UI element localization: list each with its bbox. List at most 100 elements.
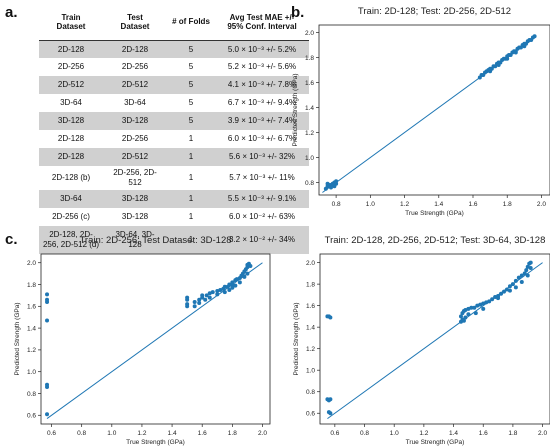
header-folds: # of Folds	[167, 4, 215, 41]
table-cell-folds: 5	[188, 61, 194, 71]
chart-title: Train: 2D-128; Test: 2D-256, 2D-512	[358, 6, 511, 17]
table-cell-folds: 1	[188, 211, 194, 221]
table-cell-folds: 5	[167, 40, 215, 58]
table-cell-folds: 1	[167, 189, 215, 208]
table-cell-train: 2D-128	[39, 40, 103, 58]
x-tick-label: 2.0	[537, 201, 546, 208]
table-cell-test: 3D-128	[121, 211, 149, 221]
data-point	[222, 290, 227, 295]
x-tick-label: 1.4	[168, 430, 177, 437]
y-tick-label: 0.8	[306, 389, 315, 396]
data-point	[490, 297, 495, 302]
plot-frame	[318, 24, 550, 196]
chart-title: Train: 2D-128, 2D-256, 2D-512; Test: 3D-…	[325, 235, 546, 246]
x-tick-label: 1.6	[479, 430, 488, 437]
y-tick-label: 1.8	[305, 55, 314, 62]
table-row: 3D-64 3D-64 5 6.7 × 10⁻³ +/- 9.4%	[39, 94, 309, 112]
data-point	[328, 315, 333, 320]
data-point	[248, 263, 253, 268]
table-cell-mae: 6.0 × 10⁻³ +/- 6.7%	[227, 133, 297, 143]
x-tick-label: 2.0	[258, 430, 267, 437]
table-cell-mae: 5.5 × 10⁻³ +/- 9.1%	[215, 189, 309, 208]
header-test-dataset: Test Dataset	[103, 4, 167, 41]
data-point	[215, 289, 220, 294]
plot-frame	[319, 253, 550, 425]
y-tick-label: 1.8	[27, 282, 36, 289]
table-row: 2D-256 (c) 3D-128 1 6.0 × 10⁻² +/- 63%	[39, 208, 309, 226]
data-point	[505, 56, 510, 61]
x-axis-label: True Strength (GPa)	[126, 439, 185, 446]
data-point	[510, 282, 515, 287]
table-row: 2D-128, 2D- 256, 2D-512 (d) 3D-64, 3D- 128 1…	[39, 225, 309, 254]
table-row: 2D-256 2D-256 5 5.2 × 10⁻³ +/- 5.6%	[39, 58, 309, 76]
header-mae: Avg Test MAE +/- 95% Conf. Interval	[215, 4, 309, 41]
data-point	[507, 284, 512, 289]
table-header-row: Train Dataset Test Dataset # of Folds Avg …	[39, 4, 309, 41]
data-point	[237, 280, 242, 285]
table-cell-folds: 1	[188, 133, 194, 143]
table-cell-mae: 5.7 × 10⁻³ +/- 11%	[229, 172, 295, 182]
data-point	[197, 297, 202, 302]
table-cell-mae: 5.2 × 10⁻³ +/- 5.6%	[227, 61, 297, 71]
table-row: 2D-128 2D-128 5 5.0 × 10⁻³ +/- 5.2%	[39, 40, 309, 58]
x-tick-label: 1.2	[419, 430, 428, 437]
x-tick-label: 0.6	[47, 430, 56, 437]
data-point	[528, 265, 533, 270]
data-point	[227, 287, 232, 292]
data-point	[242, 274, 247, 279]
data-point	[332, 184, 337, 189]
data-point	[519, 279, 524, 284]
x-tick-label: 1.4	[434, 201, 443, 208]
y-axis-label: Predicted Strength (GPa)	[14, 303, 21, 376]
table-cell-mae: 5.0 × 10⁻³ +/- 5.2%	[215, 40, 309, 58]
table-cell-mae: 6.0 × 10⁻² +/- 63%	[228, 211, 296, 221]
x-tick-label: 0.8	[77, 430, 86, 437]
data-point	[496, 296, 501, 301]
table-cell-test: 2D-128	[103, 40, 167, 58]
table-cell-train: 2D-128	[39, 147, 103, 166]
table-cell-test: 2D-256	[121, 133, 149, 143]
data-point	[460, 317, 465, 322]
x-tick-label: 0.8	[360, 430, 369, 437]
data-point	[519, 273, 524, 278]
table-cell-test: 3D-128	[103, 111, 167, 130]
table-cell-mae: 3.9 × 10⁻³ +/- 7.4%	[215, 111, 309, 130]
data-point	[473, 311, 478, 316]
identity-line	[46, 262, 263, 419]
y-tick-label: 2.0	[27, 260, 36, 267]
plot-frame	[40, 253, 271, 425]
x-tick-label: 2.0	[538, 430, 547, 437]
x-axis-label: True Strength (GPa)	[406, 439, 465, 446]
data-point	[496, 63, 501, 67]
x-tick-label: 1.8	[508, 430, 517, 437]
data-point	[222, 284, 227, 289]
data-point	[185, 295, 190, 300]
data-point	[458, 314, 463, 319]
x-tick-label: 1.4	[449, 430, 458, 437]
data-point	[204, 293, 209, 298]
data-point	[513, 278, 518, 283]
table-cell-test: 2D-512	[103, 75, 167, 94]
table-cell-train: 2D-256	[57, 61, 85, 71]
data-point	[45, 384, 50, 389]
data-point	[328, 397, 333, 402]
table-row: 2D-512 2D-512 5 4.1 × 10⁻³ +/- 7.8%	[39, 75, 309, 94]
data-point	[230, 285, 235, 290]
table-cell-mae: 3.2 × 10⁻² +/- 34%	[215, 225, 309, 254]
table-row: 2D-128 2D-512 1 5.6 × 10⁻³ +/- 32%	[39, 147, 309, 166]
data-point	[45, 318, 50, 323]
table-cell-mae: 5.6 × 10⁻³ +/- 32%	[215, 147, 309, 166]
table-cell-train: 2D-128 (b)	[51, 172, 91, 182]
data-point	[192, 299, 197, 304]
x-tick-label: 1.6	[198, 430, 207, 437]
data-point	[200, 293, 205, 298]
x-tick-label: 1.0	[366, 201, 375, 208]
y-tick-label: 0.8	[27, 391, 36, 398]
y-tick-label: 2.0	[306, 260, 315, 267]
y-tick-label: 1.8	[306, 281, 315, 288]
y-tick-label: 0.6	[27, 413, 36, 420]
table-cell-folds: 5	[167, 111, 215, 130]
x-tick-label: 1.0	[390, 430, 399, 437]
table-cell-train: 2D-128	[57, 133, 85, 143]
table-cell-mae: 4.1 × 10⁻³ +/- 7.8%	[215, 75, 309, 94]
